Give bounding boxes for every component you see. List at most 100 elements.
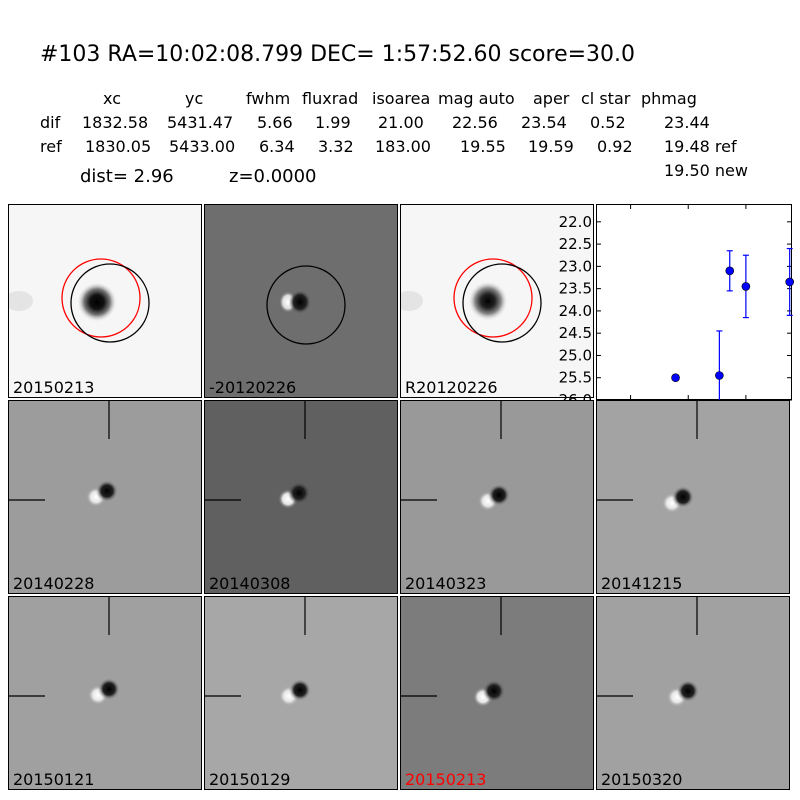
red-aperture-circle — [453, 258, 533, 338]
table-cell: 183.00 — [375, 137, 431, 156]
stamp-label: 20150213 — [405, 770, 487, 789]
black-aperture-circle — [266, 265, 346, 345]
stamp-label: R20120226 — [405, 378, 498, 397]
y-tick-label: 23.5 — [559, 280, 592, 298]
epoch-stamp-svg — [401, 597, 505, 707]
y-tick-label: 24.5 — [559, 324, 592, 342]
table-cell: 5433.00 — [169, 137, 236, 156]
table-cell: 23.54 — [521, 113, 567, 132]
col-header-xc: xc — [103, 89, 121, 108]
black-aperture-circle — [462, 263, 542, 343]
light-curve-plot: 22.022.523.023.524.024.525.025.526.0−100… — [559, 204, 794, 421]
stamp-label: 20140308 — [209, 574, 291, 593]
table-cell: 23.44 — [664, 113, 710, 132]
light-curve-svg: 22.022.523.023.524.024.525.025.526.0−100… — [559, 204, 794, 421]
data-point — [671, 373, 680, 383]
table-cell: 5431.47 — [167, 113, 234, 132]
plot-frame — [596, 204, 792, 400]
table-cell: 19.48 ref — [664, 137, 737, 156]
epoch-stamp: 20150129 — [204, 596, 398, 790]
y-tick-label: 25.0 — [559, 346, 592, 364]
row-label-dif: dif — [40, 113, 61, 132]
epoch-stamp: 20150213 — [400, 596, 594, 790]
stamp-label: 20150129 — [209, 770, 291, 789]
col-header-fwhm: fwhm — [246, 89, 291, 108]
negative-residual — [96, 480, 118, 502]
stamp-label: 20150213 — [13, 378, 95, 397]
col-header-cl-star: cl star — [581, 89, 631, 108]
col-header-mag-auto: mag auto — [438, 89, 515, 108]
epoch-stamp: 20140228 — [8, 400, 202, 594]
table-cell: 19.59 — [528, 137, 574, 156]
row-label-ref: ref — [40, 137, 62, 156]
stamp-label: 20140228 — [13, 574, 95, 593]
stamp-difference-image: -20120226 — [204, 204, 398, 398]
y-tick-label: 24.0 — [559, 302, 592, 320]
epoch-stamp-svg — [205, 401, 310, 509]
stamp-label: 20140323 — [405, 574, 487, 593]
negative-residual — [672, 486, 694, 508]
epoch-stamp: 20141215 — [596, 400, 790, 594]
stamp-label: 20150121 — [13, 770, 95, 789]
epoch-stamp: 20150121 — [8, 596, 202, 790]
red-aperture-circle — [61, 258, 141, 338]
stamp-new-image: 20150213 — [8, 204, 202, 398]
col-header-fluxrad: fluxrad — [302, 89, 359, 108]
stamp-difference-image-svg — [266, 265, 346, 345]
phmag-new: 19.50 new — [664, 161, 748, 180]
dist-value: dist= 2.96 — [80, 166, 174, 187]
col-header-yc: yc — [185, 89, 204, 108]
table-cell: 6.34 — [259, 137, 295, 156]
table-cell: 3.32 — [318, 137, 354, 156]
source-blob — [468, 281, 508, 321]
data-point — [715, 371, 724, 380]
col-header-phmag: phmag — [641, 89, 697, 108]
epoch-stamp-svg — [597, 597, 699, 707]
epoch-stamp-svg — [205, 597, 311, 706]
negative-residual — [289, 679, 311, 701]
y-tick-label: 22.5 — [559, 235, 592, 253]
table-cell: 22.56 — [452, 113, 498, 132]
negative-residual — [289, 290, 311, 314]
table-cell: 1.99 — [315, 113, 351, 132]
table-cell: 1830.05 — [85, 137, 152, 156]
negative-residual — [98, 678, 120, 700]
y-tick-label: 23.0 — [559, 257, 592, 275]
table-cell: 19.55 — [460, 137, 506, 156]
neighbor-source — [401, 291, 423, 311]
neighbor-source — [9, 291, 33, 311]
data-point — [785, 277, 794, 287]
stamp-reference-image: R20120226 — [400, 204, 594, 398]
black-aperture-circle — [70, 263, 150, 343]
table-cell: 21.00 — [378, 113, 424, 132]
stamp-new-image-svg — [9, 258, 150, 343]
source-blob — [77, 282, 117, 322]
epoch-stamp-svg — [597, 401, 698, 513]
epoch-stamp: 20140323 — [400, 400, 594, 594]
epoch-stamp-svg — [9, 401, 118, 507]
y-tick-label: 22.0 — [559, 213, 592, 231]
negative-residual — [483, 680, 505, 702]
data-point — [725, 266, 735, 276]
epoch-stamp-svg — [9, 597, 120, 705]
col-header-isoarea: isoarea — [372, 89, 431, 108]
col-header-aper: aper — [533, 89, 570, 108]
epoch-stamp-svg — [401, 401, 510, 511]
stamp-label: 20150320 — [601, 770, 683, 789]
epoch-stamp: 20150320 — [596, 596, 790, 790]
negative-residual — [288, 482, 310, 504]
page-title: #103 RA=10:02:08.799 DEC= 1:57:52.60 sco… — [40, 42, 636, 67]
stamp-label: 20141215 — [601, 574, 683, 593]
redshift-value: z=0.0000 — [229, 166, 317, 187]
epoch-stamp: 20140308 — [204, 400, 398, 594]
data-point — [741, 282, 751, 291]
negative-residual — [488, 484, 510, 506]
y-tick-label: 25.5 — [559, 369, 592, 387]
table-cell: 5.66 — [257, 113, 293, 132]
table-cell: 0.52 — [590, 113, 626, 132]
stamp-reference-image-svg — [401, 258, 542, 343]
table-cell: 1832.58 — [82, 113, 149, 132]
table-cell: 0.92 — [597, 137, 633, 156]
negative-residual — [677, 680, 699, 702]
stamp-label: -20120226 — [209, 378, 297, 397]
